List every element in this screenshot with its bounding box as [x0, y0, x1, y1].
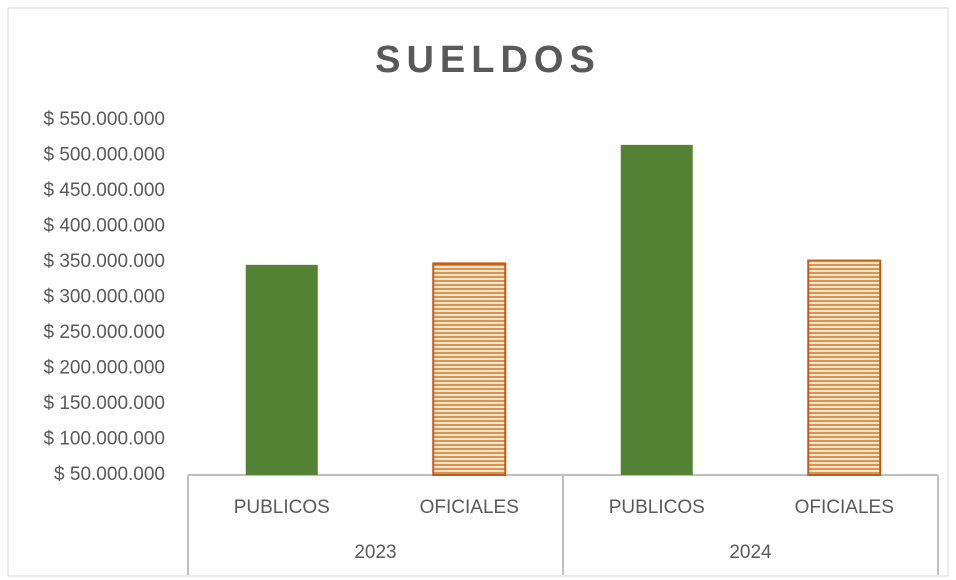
y-tick-label: $ 400.000.000 — [43, 216, 165, 237]
y-tick-label: $ 350.000.000 — [43, 251, 165, 272]
y-tick-label: $ 450.000.000 — [43, 180, 165, 201]
group-label: 2024 — [729, 542, 772, 563]
y-tick-label: $ 300.000.000 — [43, 287, 165, 308]
y-tick-label: $ 250.000.000 — [43, 322, 165, 343]
bar — [807, 259, 882, 476]
bar — [245, 264, 318, 475]
x-tick-label: PUBLICOS — [609, 497, 705, 518]
chart-title: SUELDOS — [375, 39, 601, 81]
y-tick-label: $ 200.000.000 — [43, 358, 165, 379]
bar — [432, 262, 507, 477]
y-tick-label: $ 550.000.000 — [43, 109, 165, 130]
x-tick-label: OFICIALES — [795, 497, 894, 518]
y-tick-label: $ 50.000.000 — [54, 464, 165, 485]
y-tick-label: $ 500.000.000 — [43, 145, 165, 166]
y-tick-label: $ 100.000.000 — [43, 429, 165, 450]
group-label: 2023 — [354, 542, 396, 563]
x-tick-label: PUBLICOS — [234, 497, 330, 518]
bar — [620, 144, 693, 475]
y-tick-label: $ 150.000.000 — [43, 393, 165, 414]
x-tick-label: OFICIALES — [420, 497, 519, 518]
